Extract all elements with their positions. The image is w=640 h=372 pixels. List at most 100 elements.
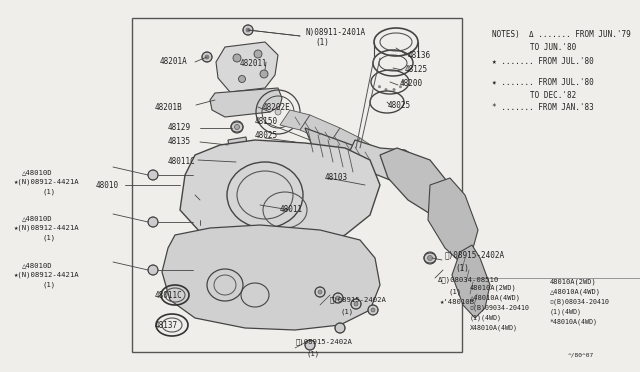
Polygon shape	[365, 148, 390, 173]
Circle shape	[402, 81, 404, 83]
Text: 48010A(2WD): 48010A(2WD)	[470, 285, 516, 291]
Text: 48011C: 48011C	[168, 157, 196, 167]
Polygon shape	[428, 178, 478, 262]
Text: (1): (1)	[340, 309, 353, 315]
Text: (1): (1)	[449, 289, 462, 295]
Circle shape	[336, 296, 340, 300]
Text: △48010D: △48010D	[22, 215, 52, 221]
Circle shape	[233, 54, 241, 62]
Text: △48010A(4WD): △48010A(4WD)	[550, 289, 601, 295]
Circle shape	[428, 256, 433, 260]
Text: △48010D: △48010D	[22, 169, 52, 175]
Text: ★(N)08912-4421A: ★(N)08912-4421A	[14, 272, 79, 278]
Polygon shape	[216, 42, 278, 92]
Text: Ⓜ)08915-2402A: Ⓜ)08915-2402A	[330, 297, 387, 303]
Text: (1): (1)	[306, 351, 319, 357]
Text: TO DEC.'82: TO DEC.'82	[530, 90, 576, 99]
Circle shape	[333, 293, 343, 303]
Text: 48025: 48025	[255, 131, 278, 140]
Text: 48136: 48136	[408, 51, 431, 60]
Polygon shape	[305, 128, 368, 173]
Circle shape	[231, 121, 243, 133]
Text: ★'48010B: ★'48010B	[440, 299, 475, 305]
Text: (1): (1)	[42, 235, 55, 241]
Text: Ⓜ)08915-2402A: Ⓜ)08915-2402A	[445, 250, 505, 260]
Circle shape	[424, 252, 436, 264]
Text: △48010A(4WD): △48010A(4WD)	[470, 295, 521, 301]
Text: (1): (1)	[42, 282, 55, 288]
Polygon shape	[180, 140, 380, 250]
Text: (1): (1)	[315, 38, 329, 48]
Polygon shape	[300, 115, 340, 143]
Text: ★ ....... FROM JUL.'80: ★ ....... FROM JUL.'80	[492, 58, 594, 67]
Text: ★(N)08912-4421A: ★(N)08912-4421A	[14, 179, 79, 185]
Polygon shape	[330, 128, 360, 153]
Circle shape	[368, 305, 378, 315]
Circle shape	[318, 290, 322, 294]
Polygon shape	[162, 225, 380, 330]
Text: X48010A(4WD): X48010A(4WD)	[470, 325, 518, 331]
Circle shape	[385, 89, 387, 91]
Text: 48150: 48150	[255, 118, 278, 126]
Text: 48201l: 48201l	[240, 58, 268, 67]
Polygon shape	[210, 88, 282, 117]
Polygon shape	[452, 245, 490, 318]
Text: ^/80^07: ^/80^07	[568, 353, 595, 357]
Polygon shape	[348, 140, 420, 182]
Polygon shape	[350, 138, 375, 163]
Circle shape	[148, 170, 158, 180]
Text: 48129: 48129	[168, 124, 191, 132]
Circle shape	[205, 55, 209, 59]
Text: ☉(B)09034-20410: ☉(B)09034-20410	[470, 305, 530, 311]
Circle shape	[393, 89, 396, 91]
Text: ☉(B)08034-20410: ☉(B)08034-20410	[550, 299, 610, 305]
Text: 48011: 48011	[280, 205, 303, 215]
Text: 48010: 48010	[96, 180, 119, 189]
Circle shape	[260, 70, 268, 78]
Text: NOTES)  Δ ....... FROM JUN.'79: NOTES) Δ ....... FROM JUN.'79	[492, 31, 631, 39]
Text: 48135: 48135	[168, 138, 191, 147]
Text: 48025: 48025	[388, 100, 411, 109]
Polygon shape	[380, 148, 450, 215]
Circle shape	[246, 28, 250, 32]
Text: Ⓟ)08915-2402A: Ⓟ)08915-2402A	[296, 339, 353, 345]
Text: 48202E: 48202E	[263, 103, 291, 112]
Circle shape	[148, 217, 158, 227]
Circle shape	[371, 308, 375, 312]
Text: ✷ ....... FROM JUL.'80: ✷ ....... FROM JUL.'80	[492, 77, 594, 87]
Text: (1): (1)	[42, 189, 55, 195]
Circle shape	[305, 340, 315, 350]
Circle shape	[335, 323, 345, 333]
Text: (1)(4WD): (1)(4WD)	[470, 315, 502, 321]
Text: 48200: 48200	[400, 80, 423, 89]
Text: ★(N)08912-4421A: ★(N)08912-4421A	[14, 225, 79, 231]
Circle shape	[234, 125, 239, 129]
Text: 48137: 48137	[155, 321, 178, 330]
Polygon shape	[228, 137, 248, 154]
Text: (1)(4WD): (1)(4WD)	[550, 309, 582, 315]
Text: ΔⒷ)08034-08510: ΔⒷ)08034-08510	[438, 277, 499, 283]
Text: 48125: 48125	[405, 65, 428, 74]
Circle shape	[378, 86, 381, 88]
Text: N)08911-2401A: N)08911-2401A	[305, 29, 365, 38]
Circle shape	[148, 265, 158, 275]
Circle shape	[354, 302, 358, 306]
Text: 48103: 48103	[325, 173, 348, 183]
Circle shape	[243, 25, 253, 35]
Text: 48011C: 48011C	[155, 291, 183, 299]
Circle shape	[202, 52, 212, 62]
Text: △48010D: △48010D	[22, 262, 52, 268]
Circle shape	[351, 299, 361, 309]
Text: 48201A: 48201A	[160, 58, 188, 67]
Circle shape	[254, 50, 262, 58]
Text: 48010A(2WD): 48010A(2WD)	[550, 279, 596, 285]
Text: 48201B: 48201B	[155, 103, 183, 112]
Text: (1): (1)	[455, 263, 469, 273]
Circle shape	[239, 76, 246, 83]
Bar	[132, 18, 462, 352]
Circle shape	[275, 109, 281, 115]
Circle shape	[315, 287, 325, 297]
Circle shape	[399, 86, 402, 88]
Polygon shape	[280, 110, 310, 130]
Text: TO JUN.'80: TO JUN.'80	[530, 44, 576, 52]
